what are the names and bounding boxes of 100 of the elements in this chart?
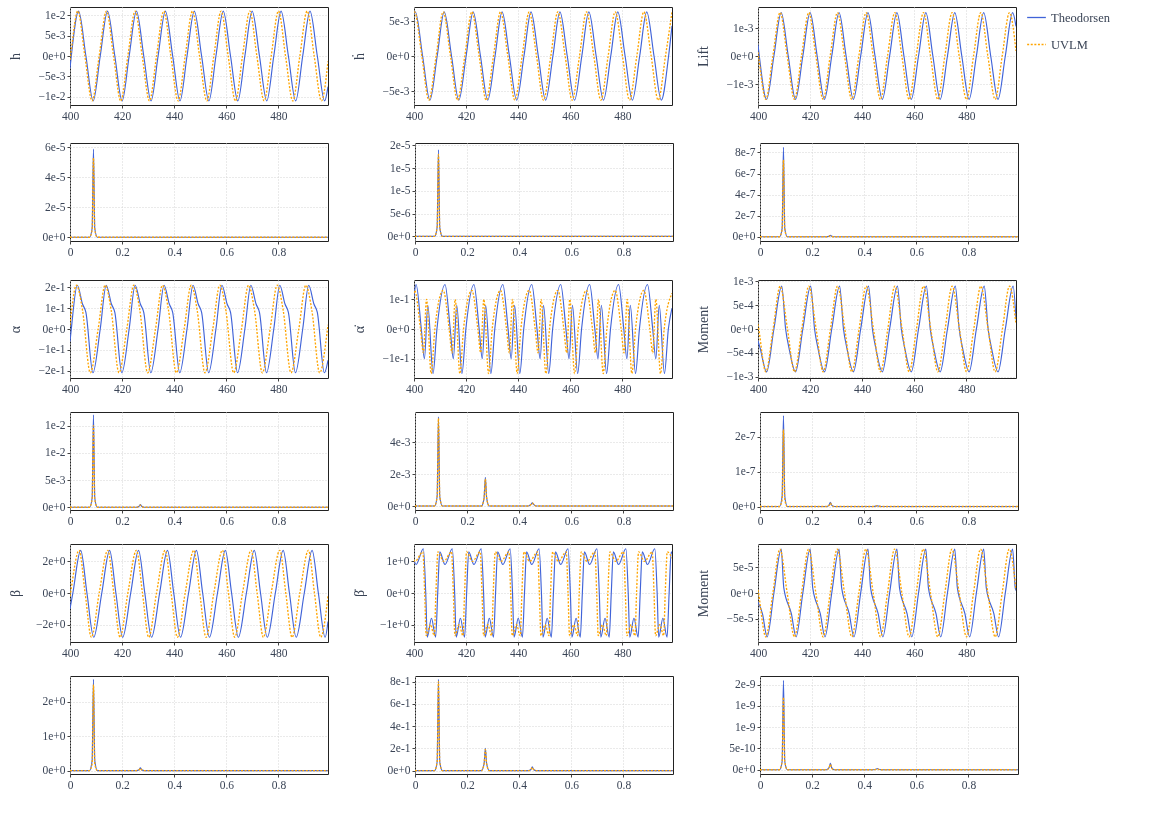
- x-tick-label: 420: [458, 382, 476, 395]
- x-tick-label: 400: [61, 646, 80, 659]
- x-tick-label: 440: [510, 382, 528, 395]
- x-tick-label: 400: [405, 109, 424, 122]
- y-tick-label: 1e-5: [390, 184, 411, 197]
- y-tick-label: −1e-3: [726, 370, 754, 383]
- y-tick-label: 1e-5: [390, 161, 411, 174]
- y-tick-label: 2e+0: [42, 554, 66, 567]
- x-tick-label: 0.8: [271, 245, 287, 258]
- y-tick-label: 0e+0: [387, 764, 411, 777]
- x-tick-label: 400: [749, 382, 768, 395]
- y-tick-label: 0e+0: [730, 49, 754, 62]
- line-series: [760, 679, 1018, 771]
- x-tick-label: 460: [906, 382, 924, 395]
- x-tick-label: 420: [458, 109, 476, 122]
- x-tick-label: 400: [61, 109, 80, 122]
- x-tick-label: 0.4: [167, 245, 183, 258]
- x-tick-label: 440: [854, 382, 872, 395]
- y-tick-label: 0e+0: [42, 49, 66, 62]
- x-tick-label: 460: [218, 646, 236, 659]
- line-series: [758, 285, 1016, 373]
- x-tick-label: 480: [958, 109, 976, 122]
- x-tick-label: 0.6: [219, 245, 235, 258]
- y-tick-label: 0e+0: [732, 500, 756, 512]
- y-tick-label: 5e-5: [733, 560, 754, 573]
- y-tick-label: 0e+0: [42, 586, 66, 599]
- x-tick-label: 400: [405, 646, 424, 659]
- x-tick-label: 460: [906, 109, 924, 122]
- x-tick-label: 0.6: [909, 245, 925, 258]
- x-tick-label: 0: [67, 514, 74, 527]
- x-tick-label: 0.2: [115, 778, 131, 791]
- x-tick-label: 0.8: [271, 514, 287, 527]
- x-tick-label: 480: [270, 646, 288, 659]
- y-tick-label: 1e-2: [45, 419, 66, 432]
- x-tick-label: 0: [412, 514, 419, 527]
- y-tick-label: 0e+0: [730, 322, 754, 335]
- x-tick-label: 440: [166, 646, 184, 659]
- y-tick-label: 1e-3: [733, 274, 754, 287]
- x-tick-label: 0.2: [805, 245, 821, 258]
- line-series: [70, 549, 328, 638]
- x-tick-label: 460: [562, 109, 580, 122]
- x-tick-label: 0: [757, 514, 764, 527]
- y-axis-title: β̇: [351, 588, 367, 598]
- y-tick-label: −1e-1: [38, 343, 66, 356]
- y-tick-label: 0e+0: [387, 499, 411, 512]
- x-tick-label: 440: [854, 646, 872, 659]
- x-tick-label: 400: [749, 109, 768, 122]
- y-tick-label: 0e+0: [42, 230, 66, 243]
- x-tick-label: 440: [510, 646, 528, 659]
- x-tick-label: 420: [802, 646, 820, 659]
- x-tick-label: 0.4: [512, 514, 528, 527]
- x-tick-label: 480: [958, 646, 976, 659]
- x-tick-label: 0.2: [115, 245, 131, 258]
- y-tick-label: 5e-6: [390, 207, 411, 220]
- y-tick-label: 1e-1: [389, 292, 410, 305]
- x-tick-label: 0.2: [460, 245, 476, 258]
- x-tick-label: 0.2: [460, 514, 476, 527]
- x-tick-label: 0.4: [167, 514, 183, 527]
- x-tick-label: 400: [749, 646, 768, 659]
- x-tick-label: 0: [412, 245, 419, 258]
- x-tick-label: 0.6: [564, 245, 580, 258]
- y-tick-label: 4e-1: [390, 719, 411, 732]
- x-tick-label: 0.8: [616, 514, 632, 527]
- y-tick-label: 5e-10: [729, 741, 756, 754]
- line-series: [70, 284, 328, 374]
- y-tick-label: 1e-9: [735, 699, 756, 712]
- x-tick-label: 0.8: [271, 778, 287, 791]
- x-tick-label: 0.2: [115, 514, 131, 527]
- x-tick-label: 0: [67, 245, 74, 258]
- legend-label: Theodorsen: [1051, 10, 1111, 25]
- y-tick-label: 2e-1: [390, 741, 411, 754]
- y-tick-label: −5e-4: [726, 346, 754, 359]
- y-tick-label: 8e-1: [390, 675, 411, 688]
- y-tick-label: 5e-3: [45, 473, 66, 486]
- y-axis-title: Lift: [695, 45, 711, 67]
- x-tick-label: 460: [218, 109, 236, 122]
- y-axis-title: Moment: [695, 569, 711, 618]
- line-series: [414, 11, 672, 101]
- y-tick-label: 1e+0: [42, 729, 66, 742]
- x-tick-label: 480: [614, 382, 632, 395]
- x-tick-label: 0.6: [564, 778, 580, 791]
- y-tick-label: 0e+0: [42, 500, 66, 513]
- x-tick-label: 460: [562, 382, 580, 395]
- x-tick-label: 0.8: [961, 245, 977, 258]
- y-tick-label: 4e-3: [390, 435, 411, 448]
- x-tick-label: 420: [458, 646, 476, 659]
- line-series: [70, 10, 328, 102]
- y-tick-label: 1e+0: [386, 554, 410, 567]
- x-tick-label: 0.2: [460, 778, 476, 791]
- x-tick-label: 480: [614, 109, 632, 122]
- x-tick-label: 420: [114, 382, 132, 395]
- x-tick-label: 0.4: [512, 245, 528, 258]
- y-tick-label: 1e-7: [735, 465, 756, 477]
- y-tick-label: 2e-9: [735, 678, 756, 691]
- y-tick-label: −1e-3: [726, 77, 754, 90]
- x-tick-label: 440: [510, 109, 528, 122]
- x-tick-label: 440: [166, 109, 184, 122]
- x-tick-label: 460: [218, 382, 236, 395]
- x-tick-label: 480: [270, 109, 288, 122]
- x-tick-label: 460: [562, 646, 580, 659]
